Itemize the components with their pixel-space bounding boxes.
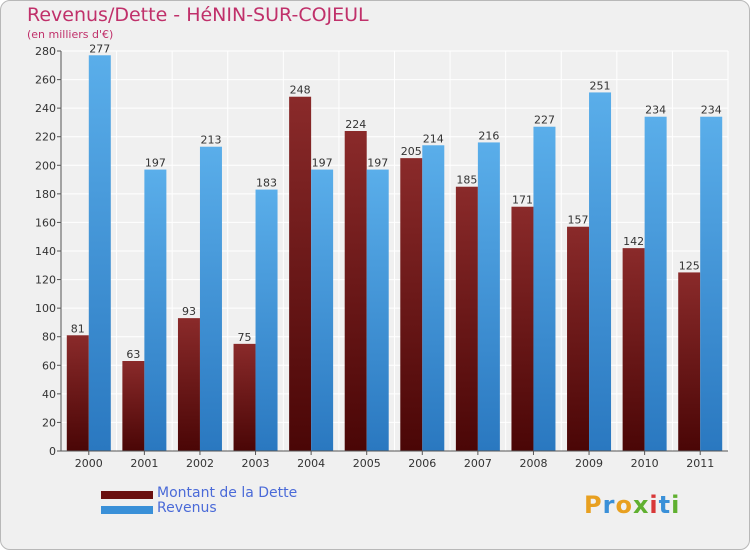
bar-dette-2000 xyxy=(66,335,89,451)
value-label-revenus-2005: 197 xyxy=(367,157,388,170)
bar-revenus-2002 xyxy=(199,146,222,451)
x-tick-label-2000: 2000 xyxy=(75,457,103,470)
chart-title: Revenus/Dette - HéNIN-SUR-COJEUL xyxy=(27,4,369,26)
value-label-revenus-2006: 214 xyxy=(423,132,444,145)
legend-swatch-revenus xyxy=(101,506,153,514)
bar-revenus-2011 xyxy=(700,116,723,451)
proxiti-logo: Proxiti xyxy=(584,491,681,519)
y-tick-label: 60 xyxy=(42,359,56,372)
bar-revenus-2000 xyxy=(88,55,111,452)
bar-dette-2007 xyxy=(455,186,478,451)
value-label-dette-2000: 81 xyxy=(71,322,85,335)
x-tick-label-2006: 2006 xyxy=(408,457,436,470)
bar-revenus-2010 xyxy=(644,116,667,451)
x-tick-label-2011: 2011 xyxy=(686,457,714,470)
value-label-dette-2001: 63 xyxy=(126,348,140,361)
bar-dette-2002 xyxy=(177,318,200,451)
legend-label-revenus: Revenus xyxy=(157,500,217,516)
value-label-dette-2005: 224 xyxy=(345,118,366,131)
bars-layer xyxy=(66,55,723,452)
bar-revenus-2008 xyxy=(533,126,556,451)
x-tick-label-2005: 2005 xyxy=(353,457,381,470)
y-tick-label: 20 xyxy=(42,416,56,429)
y-tick-label: 100 xyxy=(35,302,56,315)
x-tick-label-2007: 2007 xyxy=(464,457,492,470)
bar-dette-2008 xyxy=(511,206,534,451)
value-label-revenus-2007: 216 xyxy=(478,129,499,142)
value-label-dette-2006: 205 xyxy=(401,145,422,158)
y-tick-label: 240 xyxy=(35,102,56,115)
y-tick-label: 180 xyxy=(35,188,56,201)
bar-revenus-2009 xyxy=(589,92,612,451)
value-label-dette-2010: 142 xyxy=(623,235,644,248)
x-tick-label-2002: 2002 xyxy=(186,457,214,470)
y-tick-label: 220 xyxy=(35,131,56,144)
value-label-revenus-2002: 213 xyxy=(200,134,221,147)
bar-revenus-2001 xyxy=(144,169,167,452)
grid-layer xyxy=(60,50,729,452)
chart-subtitle: (en milliers d'€) xyxy=(27,28,114,41)
y-tick-label: 120 xyxy=(35,274,56,287)
y-tick-label: 0 xyxy=(49,445,56,458)
value-label-revenus-2001: 197 xyxy=(145,157,166,170)
y-tick-label: 200 xyxy=(35,159,56,172)
bar-dette-2010 xyxy=(622,248,645,451)
value-label-dette-2009: 157 xyxy=(568,214,589,227)
value-label-revenus-2000: 277 xyxy=(89,42,110,55)
bar-dette-2003 xyxy=(233,343,256,451)
value-label-revenus-2011: 234 xyxy=(701,104,722,117)
value-label-dette-2011: 125 xyxy=(679,259,700,272)
legend-label-dette: Montant de la Dette xyxy=(157,485,298,501)
bar-revenus-2004 xyxy=(311,169,334,452)
bar-dette-2006 xyxy=(400,158,423,451)
y-tick-label: 280 xyxy=(35,45,56,58)
legend-swatch-dette xyxy=(101,491,153,499)
x-tick-label-2010: 2010 xyxy=(631,457,659,470)
bar-dette-2005 xyxy=(344,131,367,451)
x-tick-label-2009: 2009 xyxy=(575,457,603,470)
value-label-dette-2002: 93 xyxy=(182,305,196,318)
value-label-revenus-2004: 197 xyxy=(312,157,333,170)
x-tick-label-2008: 2008 xyxy=(519,457,547,470)
value-label-revenus-2010: 234 xyxy=(645,104,666,117)
value-label-dette-2004: 248 xyxy=(290,84,311,97)
bar-revenus-2003 xyxy=(255,189,278,452)
bar-revenus-2006 xyxy=(422,145,445,452)
value-label-dette-2007: 185 xyxy=(456,174,477,187)
bar-revenus-2005 xyxy=(366,169,389,452)
y-tick-label: 160 xyxy=(35,216,56,229)
y-tick-label: 40 xyxy=(42,388,56,401)
value-label-dette-2008: 171 xyxy=(512,194,533,207)
y-tick-label: 260 xyxy=(35,74,56,87)
x-tick-label-2001: 2001 xyxy=(130,457,158,470)
bar-dette-2011 xyxy=(678,272,701,451)
bar-dette-2001 xyxy=(122,361,145,451)
value-label-dette-2003: 75 xyxy=(238,331,252,344)
bar-dette-2004 xyxy=(289,96,312,451)
y-tick-label: 140 xyxy=(35,245,56,258)
axis-layer: 0 20 40 60 80 100 120 140 160 180 200 220 240 260 280 2… xyxy=(35,45,728,470)
bar-revenus-2007 xyxy=(477,142,500,451)
x-tick-label-2003: 2003 xyxy=(242,457,270,470)
value-label-revenus-2009: 251 xyxy=(590,79,611,92)
y-tick-label: 80 xyxy=(42,331,56,344)
value-label-revenus-2003: 183 xyxy=(256,177,277,190)
value-label-revenus-2008: 227 xyxy=(534,114,555,127)
x-tick-label-2004: 2004 xyxy=(297,457,325,470)
bar-dette-2009 xyxy=(567,226,590,451)
